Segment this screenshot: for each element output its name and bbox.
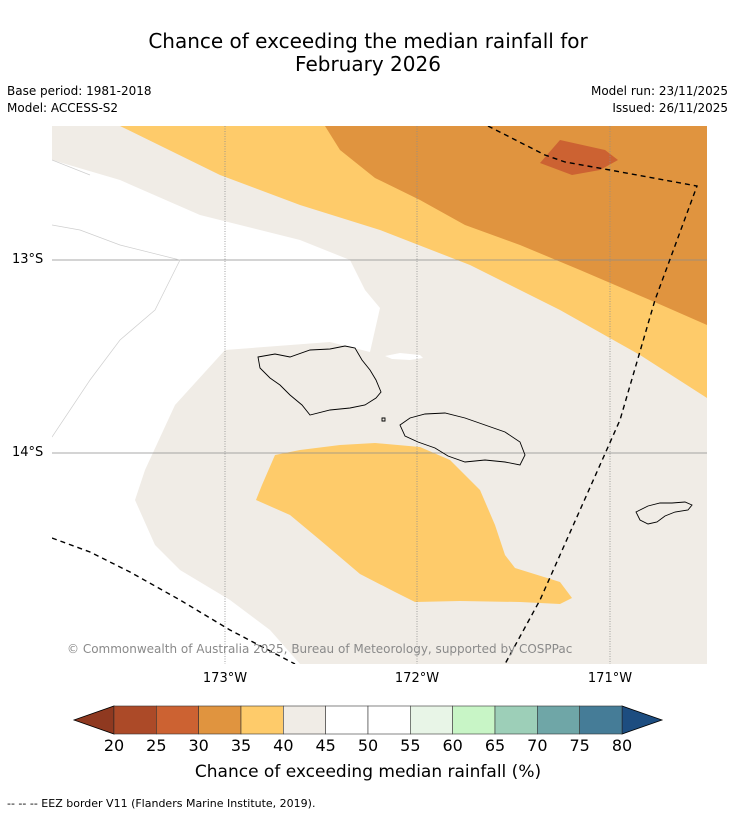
meta-right: Model run: 23/11/2025 Issued: 26/11/2025 xyxy=(591,83,728,117)
graticule xyxy=(52,126,707,664)
colorbar-segment xyxy=(283,705,326,735)
model-name: Model: ACCESS-S2 xyxy=(7,101,119,115)
copyright-notice: © Commonwealth of Australia 2025, Bureau… xyxy=(67,642,573,656)
upolu-island-outline xyxy=(399,412,526,466)
manono-islet-outline xyxy=(381,417,386,422)
colorbar xyxy=(72,705,664,735)
colorbar-tick-label: 50 xyxy=(357,736,379,755)
savaii-island-outline xyxy=(257,345,382,416)
islands xyxy=(257,345,693,525)
colorbar-segment xyxy=(113,705,157,735)
model-run: Model run: 23/11/2025 xyxy=(590,84,728,98)
eez-legend: -- -- -- EEZ border V11 (Flanders Marine… xyxy=(7,797,316,810)
colorbar-segment xyxy=(452,705,496,735)
lat-label-14s: 14°S xyxy=(12,445,44,460)
colorbar-tick-label: 80 xyxy=(611,736,633,755)
colorbar-tick-label: 35 xyxy=(230,736,252,755)
map-title: Chance of exceeding the median rainfall … xyxy=(0,30,736,76)
colorbar-under-arrow xyxy=(72,705,115,735)
title-line-1: Chance of exceeding the median rainfall … xyxy=(148,29,588,53)
lon-label-171w: 171°W xyxy=(587,671,633,686)
tutuila-island-outline xyxy=(635,501,693,525)
colorbar-segment xyxy=(537,705,580,735)
colorbar-tick-label: 70 xyxy=(527,736,548,755)
coastline-hints xyxy=(52,159,181,438)
region-40-45-south xyxy=(256,443,572,604)
colorbar-tick-label: 60 xyxy=(442,736,463,755)
colorbar-tick-label: 75 xyxy=(569,736,590,755)
colorbar-segment xyxy=(579,705,623,735)
colorbar-segment xyxy=(240,705,284,735)
region-white-northwest xyxy=(52,160,380,664)
region-white-patch xyxy=(385,353,423,360)
colorbar-title: Chance of exceeding median rainfall (%) xyxy=(194,762,542,782)
colorbar-tick-label: 20 xyxy=(103,736,125,755)
colorbar-segment xyxy=(367,705,411,735)
colorbar-segment xyxy=(198,705,242,735)
region-35-40-northeast xyxy=(325,126,707,325)
colorbar-tick-label: 40 xyxy=(273,736,294,755)
colorbar-tick-label: 65 xyxy=(484,736,506,755)
base-period: Base period: 1981-2018 xyxy=(7,84,152,98)
colorbar-tick-label: 30 xyxy=(188,736,209,755)
colorbar-tick-label: 45 xyxy=(315,736,336,755)
colorbar-segment xyxy=(494,705,538,735)
lon-label-173w: 173°W xyxy=(202,671,248,686)
eez-border-northeast xyxy=(487,126,698,664)
title-line-2: February 2026 xyxy=(295,52,441,76)
region-25-30-patch xyxy=(540,140,618,175)
colorbar-segment xyxy=(156,705,199,735)
colorbar-segment xyxy=(325,705,369,735)
issued-date: Issued: 26/11/2025 xyxy=(612,101,728,115)
lon-label-172w: 172°W xyxy=(394,671,440,686)
lat-label-13s: 13°S xyxy=(12,252,44,267)
meta-left: Base period: 1981-2018 Model: ACCESS-S2 xyxy=(7,83,152,117)
colorbar-over-arrow xyxy=(621,705,664,735)
colorbar-segment xyxy=(410,705,453,735)
eez-borders xyxy=(52,126,698,664)
colorbar-tick-label: 55 xyxy=(400,736,421,755)
colorbar-tick-label: 25 xyxy=(146,736,167,755)
